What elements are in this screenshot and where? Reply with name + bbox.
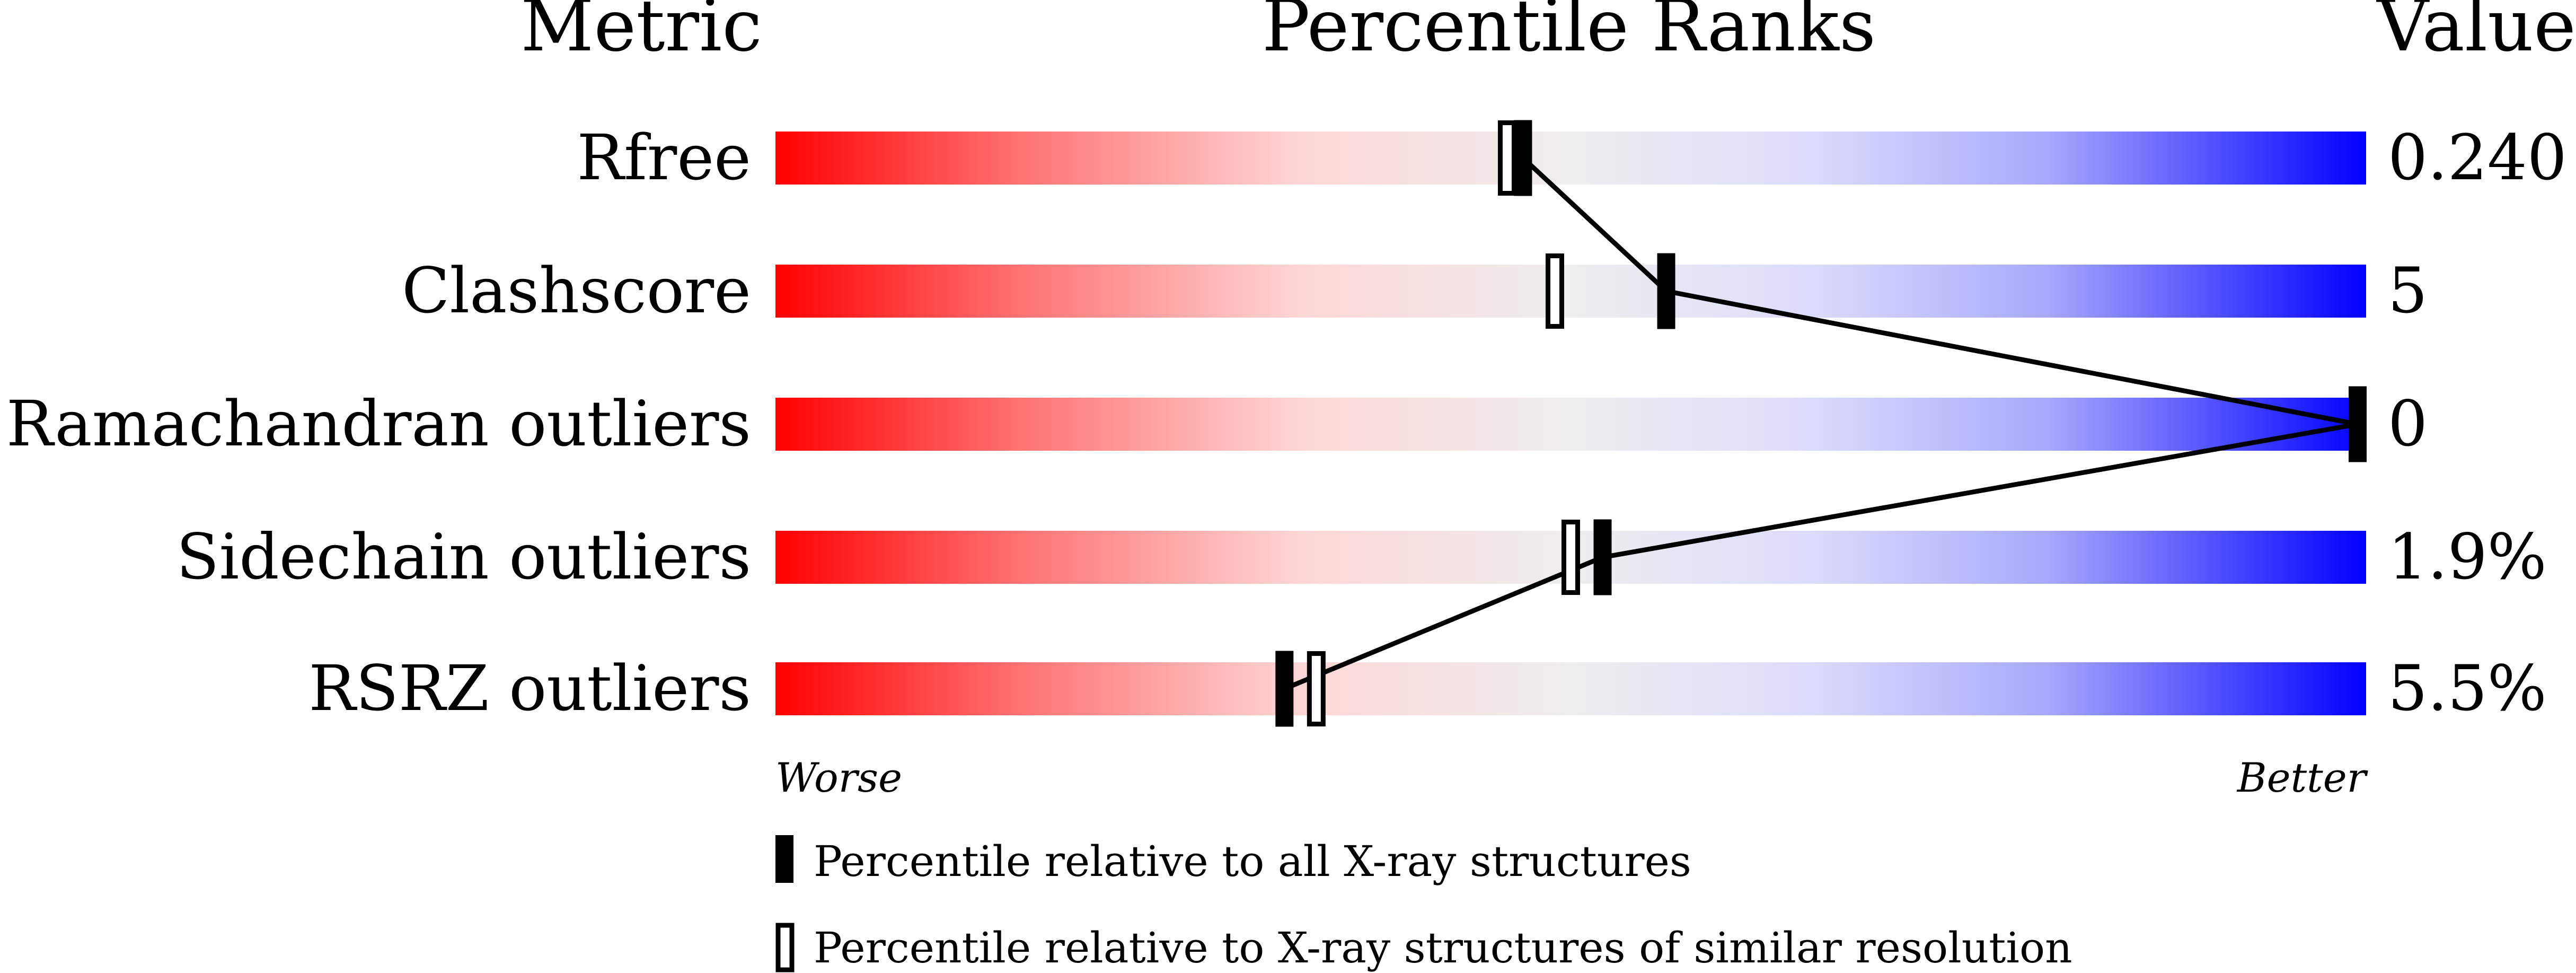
metric-value: 0.240 (2388, 121, 2567, 194)
metric-label: RSRZ outliers (308, 652, 751, 725)
all-xray-marker (1657, 253, 1675, 329)
axis-worse-label: Worse (775, 754, 902, 801)
metric-value: 1.9% (2388, 520, 2547, 593)
legend-similar-label: Percentile relative to X-ray structures … (814, 923, 2072, 972)
metric-value: 5.5% (2388, 652, 2547, 725)
axis-better-label: Better (2236, 754, 2369, 801)
percentile-bar (775, 132, 2366, 185)
legend-all-label: Percentile relative to all X-ray structu… (814, 837, 1691, 886)
legend-similar-marker (775, 923, 795, 972)
similar-resolution-marker (1497, 120, 1516, 196)
percentile-bar (775, 662, 2366, 715)
metric-label: Ramachandran outliers (6, 387, 751, 460)
legend-all-marker (775, 835, 793, 883)
all-xray-marker (1593, 519, 1612, 595)
all-xray-marker (2349, 386, 2367, 462)
similar-resolution-marker (1307, 651, 1326, 726)
metric-label: Rfree (577, 121, 751, 194)
metric-value: 0 (2388, 387, 2428, 460)
metric-label: Clashscore (402, 254, 751, 327)
percentile-bar (775, 398, 2366, 451)
similar-resolution-marker (1545, 253, 1564, 329)
similar-resolution-marker (1562, 520, 1580, 595)
header-value: Value (2376, 0, 2576, 67)
all-xray-marker (1514, 120, 1532, 196)
header-percentile-ranks: Percentile Ranks (1262, 0, 1876, 67)
metric-label: Sidechain outliers (177, 520, 751, 593)
metric-value: 5 (2388, 254, 2428, 327)
header-metric: Metric (521, 0, 762, 67)
all-xray-marker (1275, 651, 1294, 727)
percentile-bar (775, 265, 2366, 318)
